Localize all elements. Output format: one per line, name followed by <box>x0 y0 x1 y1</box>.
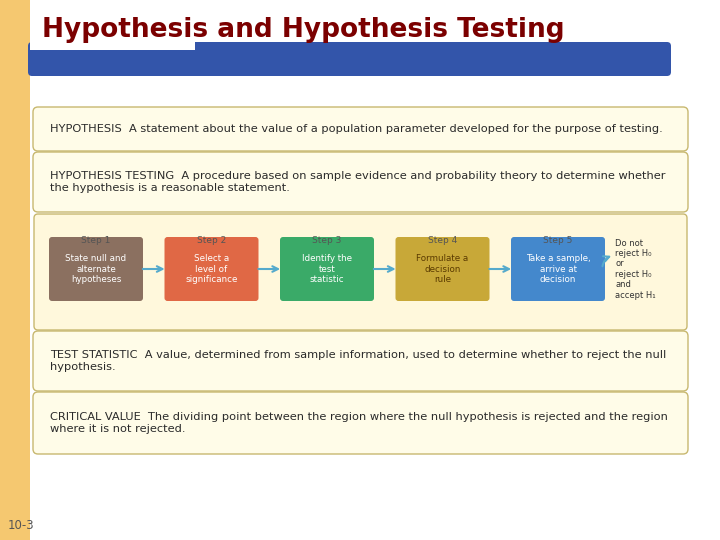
Text: Take a sample,
arrive at
decision: Take a sample, arrive at decision <box>526 254 590 284</box>
FancyBboxPatch shape <box>30 35 195 50</box>
FancyBboxPatch shape <box>0 0 30 540</box>
Text: Step 3: Step 3 <box>312 236 342 245</box>
FancyBboxPatch shape <box>49 237 143 301</box>
FancyBboxPatch shape <box>33 152 688 212</box>
Text: Identify the
test
statistic: Identify the test statistic <box>302 254 352 284</box>
Text: Step 1: Step 1 <box>81 236 111 245</box>
FancyBboxPatch shape <box>395 237 490 301</box>
Text: Do not
reject H₀
or
reject H₀
and
accept H₁: Do not reject H₀ or reject H₀ and accept… <box>615 239 656 300</box>
Text: Select a
level of
significance: Select a level of significance <box>185 254 238 284</box>
Text: Step 2: Step 2 <box>197 236 226 245</box>
Text: where it is not rejected.: where it is not rejected. <box>50 424 186 434</box>
FancyBboxPatch shape <box>34 214 687 330</box>
Text: HYPOTHESIS TESTING  A procedure based on sample evidence and probability theory : HYPOTHESIS TESTING A procedure based on … <box>50 171 665 181</box>
FancyBboxPatch shape <box>30 0 195 38</box>
Text: TEST STATISTIC  A value, determined from sample information, used to determine w: TEST STATISTIC A value, determined from … <box>50 350 666 360</box>
Text: Step 5: Step 5 <box>544 236 572 245</box>
FancyBboxPatch shape <box>0 0 192 62</box>
FancyBboxPatch shape <box>164 237 258 301</box>
Text: Hypothesis and Hypothesis Testing: Hypothesis and Hypothesis Testing <box>42 17 564 43</box>
Text: HYPOTHESIS  A statement about the value of a population parameter developed for : HYPOTHESIS A statement about the value o… <box>50 124 662 134</box>
Text: State null and
alternate
hypotheses: State null and alternate hypotheses <box>66 254 127 284</box>
Text: hypothesis.: hypothesis. <box>50 362 116 372</box>
Text: Step 4: Step 4 <box>428 236 457 245</box>
Text: Formulate a
decision
rule: Formulate a decision rule <box>416 254 469 284</box>
FancyBboxPatch shape <box>511 237 605 301</box>
Text: CRITICAL VALUE  The dividing point between the region where the null hypothesis : CRITICAL VALUE The dividing point betwee… <box>50 412 668 422</box>
FancyBboxPatch shape <box>28 42 671 76</box>
Text: the hypothesis is a reasonable statement.: the hypothesis is a reasonable statement… <box>50 183 290 193</box>
FancyBboxPatch shape <box>33 392 688 454</box>
FancyBboxPatch shape <box>33 107 688 151</box>
Text: 10-3: 10-3 <box>8 519 35 532</box>
FancyBboxPatch shape <box>33 331 688 391</box>
FancyBboxPatch shape <box>280 237 374 301</box>
